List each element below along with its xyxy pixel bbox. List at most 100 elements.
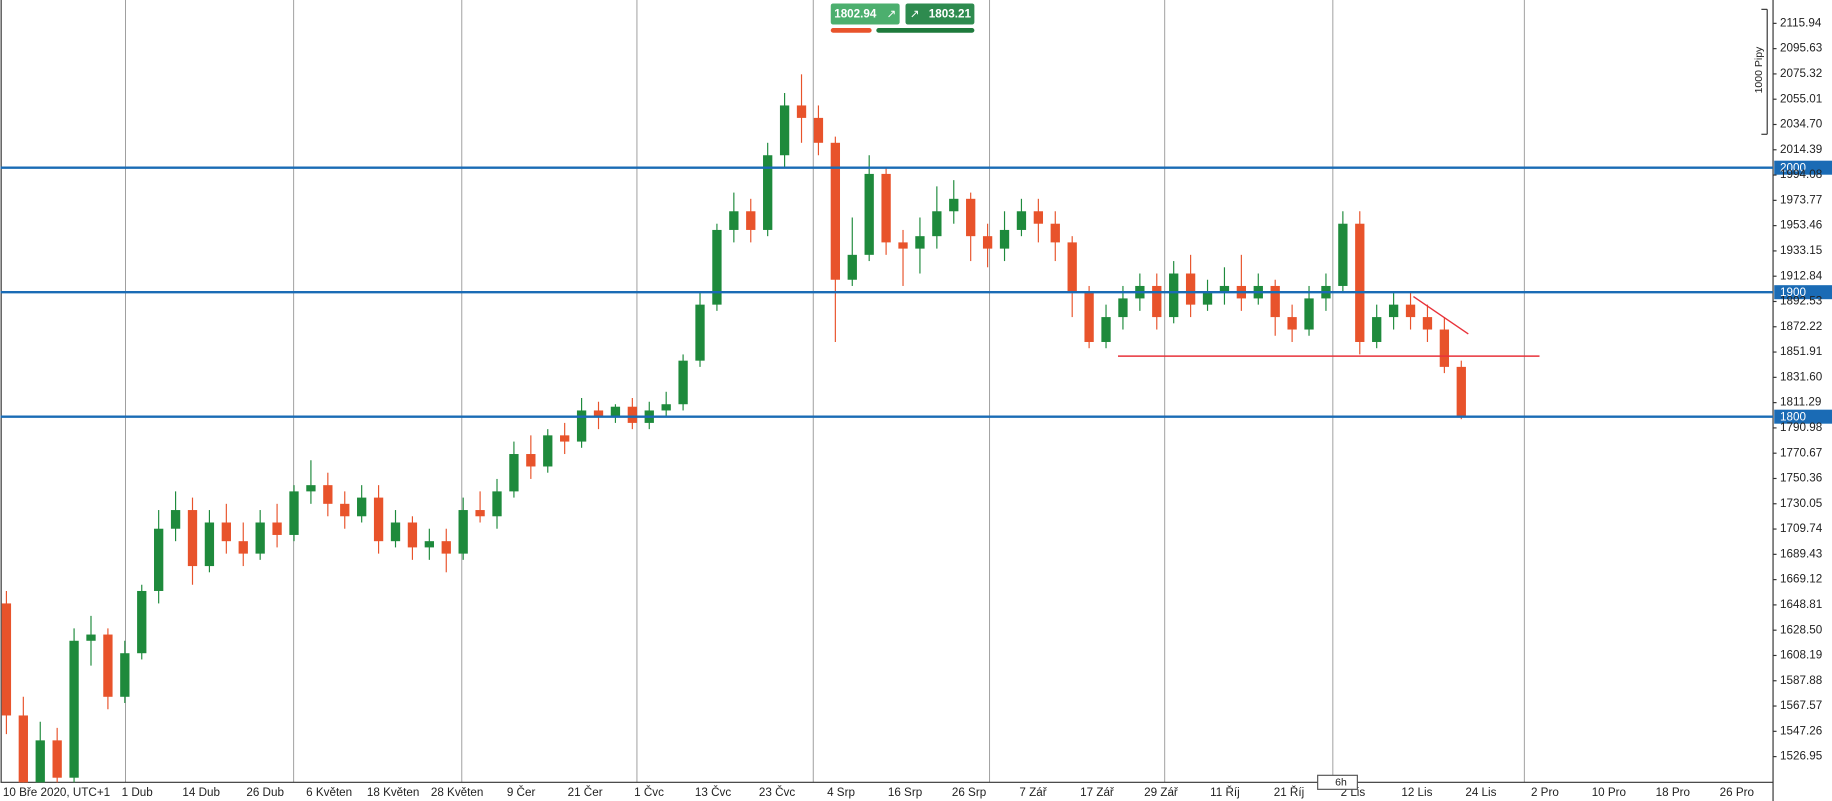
candle-body xyxy=(323,485,333,504)
candle-body xyxy=(35,740,45,783)
candle-body xyxy=(1033,211,1044,224)
y-tick-label: 2034.70 xyxy=(1780,118,1823,131)
candle-body xyxy=(441,541,451,554)
timeframe: 6h xyxy=(1335,777,1347,789)
y-tick-label: 1831.60 xyxy=(1780,370,1823,383)
candle-body xyxy=(1372,317,1382,342)
candle-body xyxy=(678,360,688,405)
candle-body xyxy=(1287,317,1297,330)
candle-body xyxy=(1067,242,1077,293)
x-tick-label: 6 Květen xyxy=(306,786,352,799)
y-tick-label: 1770.67 xyxy=(1780,446,1822,459)
candle-body xyxy=(86,634,96,641)
candle-body xyxy=(238,541,248,554)
time-grid xyxy=(125,0,1525,783)
candle-body xyxy=(661,404,671,411)
x-tick-label: 12 Lis xyxy=(1401,786,1432,799)
y-tick-label: 1547.26 xyxy=(1780,724,1822,737)
y-tick-label: 1912.84 xyxy=(1780,269,1823,282)
candle-body xyxy=(120,653,130,697)
trade-panel: 1802.94 ↗ ↗ 1803.21 xyxy=(830,3,975,33)
candle-body xyxy=(1169,273,1179,318)
levels: 2000 1900 1800 xyxy=(0,160,1832,424)
level-tag xyxy=(1774,409,1832,424)
buy-icon: ↗ xyxy=(910,8,920,21)
x-tick-label: 26 Srp xyxy=(952,786,986,799)
candle-body xyxy=(1219,285,1230,293)
candle-body xyxy=(1202,292,1213,305)
y-tick-label: 1648.81 xyxy=(1780,598,1822,611)
candles xyxy=(1,74,1466,783)
y-tick-label: 1790.98 xyxy=(1780,421,1822,434)
candle-body xyxy=(712,229,722,305)
level-label: 2000 xyxy=(1780,161,1806,174)
x-tick-label: 10 Pro xyxy=(1592,786,1626,799)
candle-body xyxy=(695,304,705,361)
candle-body xyxy=(357,497,367,517)
candle-body xyxy=(154,528,164,591)
candle-body xyxy=(1422,317,1433,330)
x-tick-label: 9 Čer xyxy=(507,786,536,799)
candle-body xyxy=(137,590,147,654)
x-tick-label: 16 Srp xyxy=(888,786,922,799)
candle-body xyxy=(1439,329,1450,367)
candle-body xyxy=(1270,285,1280,318)
level-label: 1900 xyxy=(1780,286,1806,299)
candle-body xyxy=(1355,223,1365,342)
candle-body xyxy=(52,740,62,778)
sell-button[interactable] xyxy=(830,3,900,25)
y-tick-label: 2115.94 xyxy=(1780,16,1822,29)
y-axis: 2115.94 2095.63 2075.32 2055.01 2034.70 2014.… xyxy=(1773,16,1823,763)
buy-bar xyxy=(876,28,975,33)
timeframe-box[interactable] xyxy=(1317,774,1358,790)
y-tick-label: 1994.08 xyxy=(1780,168,1822,181)
candle-body xyxy=(1152,285,1162,318)
candle-body xyxy=(526,454,536,467)
x-tick-label: 1 Čvc xyxy=(634,786,664,799)
y-tick-label: 2014.39 xyxy=(1780,143,1822,156)
candle-body xyxy=(898,242,908,249)
y-tick-label: 1689.43 xyxy=(1780,547,1822,560)
candle-body xyxy=(796,105,807,118)
candle-body xyxy=(221,522,231,542)
drawn-trendlines xyxy=(1118,296,1540,357)
candle-body xyxy=(627,406,637,423)
candle-body xyxy=(1338,223,1348,286)
candle-body xyxy=(813,117,824,143)
buy-button[interactable] xyxy=(905,3,975,25)
buy-price: 1803.21 xyxy=(929,8,972,21)
candle-body xyxy=(204,522,215,567)
x-tick-label: 7 Zář xyxy=(1019,786,1047,799)
candle-body xyxy=(982,236,993,249)
candle-body xyxy=(255,522,265,554)
x-tick-label: 24 Lis xyxy=(1465,786,1496,799)
candle-body xyxy=(390,522,401,542)
x-tick-label: 1 Dub xyxy=(122,786,153,799)
candle-body xyxy=(1304,298,1314,330)
x-tick-label: 21 Říj xyxy=(1274,786,1304,799)
y-tick-label: 1811.29 xyxy=(1780,396,1821,409)
sell-icon: ↗ xyxy=(887,8,897,21)
x-tick-label: 11 Říj xyxy=(1210,786,1240,799)
candle-body xyxy=(881,173,891,243)
candle-body xyxy=(103,634,113,697)
y-tick-label: 1587.88 xyxy=(1780,674,1822,687)
candle-body xyxy=(475,510,485,517)
y-tick-label: 1851.91 xyxy=(1780,345,1822,358)
y-tick-label: 1567.57 xyxy=(1780,699,1822,712)
x-tick-label: 26 Dub xyxy=(246,786,284,799)
x-axis: 10 Bře 2020, UTC+1 1 Dub 14 Dub 26 Dub 6 Kvě… xyxy=(3,786,1754,799)
level-tag xyxy=(1774,160,1832,175)
x-tick-label: 2 Pro xyxy=(1531,786,1559,799)
y-tick-label: 1669.12 xyxy=(1780,573,1822,586)
candle-body xyxy=(763,155,773,230)
sell-price: 1802.94 xyxy=(834,8,877,21)
candle-body xyxy=(966,198,976,237)
candle-body xyxy=(1185,273,1196,305)
candle-body xyxy=(492,491,502,517)
candle-body xyxy=(1084,292,1094,342)
candle-body xyxy=(509,454,519,492)
y-tick-label: 1872.22 xyxy=(1780,320,1822,333)
